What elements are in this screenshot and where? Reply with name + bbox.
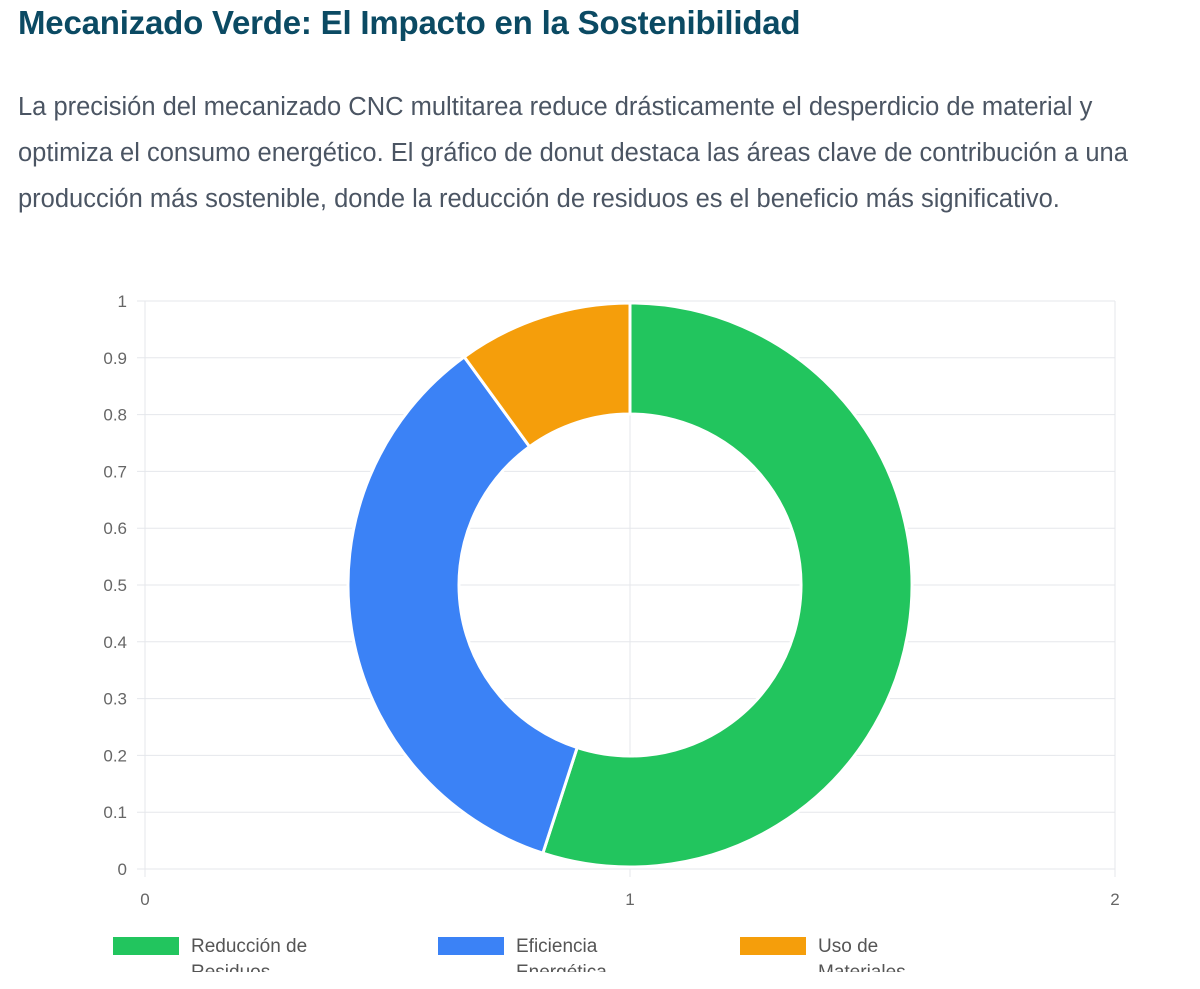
legend-swatch-3[interactable] xyxy=(740,937,806,955)
legend-label-1[interactable]: Reducción de xyxy=(191,936,307,957)
y-tick-label: 0.7 xyxy=(103,462,127,481)
y-tick-label: 0.3 xyxy=(103,690,127,709)
legend-label-3-line2[interactable]: Materiales xyxy=(818,962,906,983)
y-tick-label: 0.9 xyxy=(103,349,127,368)
y-tick-label: 0.6 xyxy=(103,519,127,538)
x-tick-label: 1 xyxy=(625,890,634,909)
x-tick-label: 0 xyxy=(140,890,149,909)
chart-description: La precisión del mecanizado CNC multitar… xyxy=(18,93,1128,213)
legend-label-2-line2[interactable]: Energética xyxy=(516,962,607,983)
x-tick-label: 2 xyxy=(1110,890,1119,909)
legend-swatch-1[interactable] xyxy=(113,937,179,955)
y-tick-label: 0.2 xyxy=(103,746,127,765)
page-title: Mecanizado Verde: El Impacto en la Soste… xyxy=(18,4,801,41)
donut-slice-1[interactable] xyxy=(541,301,914,869)
legend-label-2[interactable]: Eficiencia xyxy=(516,936,598,957)
y-tick-label: 0 xyxy=(118,860,127,879)
donut-slice-3[interactable] xyxy=(462,301,632,449)
legend-swatch-2[interactable] xyxy=(438,937,504,955)
y-tick-label: 1 xyxy=(118,292,127,311)
y-tick-label: 0.5 xyxy=(103,576,127,595)
y-tick-label: 0.8 xyxy=(103,406,127,425)
donut-slice-2[interactable] xyxy=(346,355,579,855)
y-tick-label: 0.4 xyxy=(103,633,127,652)
legend-label-3[interactable]: Uso de xyxy=(818,936,878,957)
y-tick-label: 0.1 xyxy=(103,803,127,822)
legend-label-1-line2[interactable]: Residuos xyxy=(191,962,270,983)
